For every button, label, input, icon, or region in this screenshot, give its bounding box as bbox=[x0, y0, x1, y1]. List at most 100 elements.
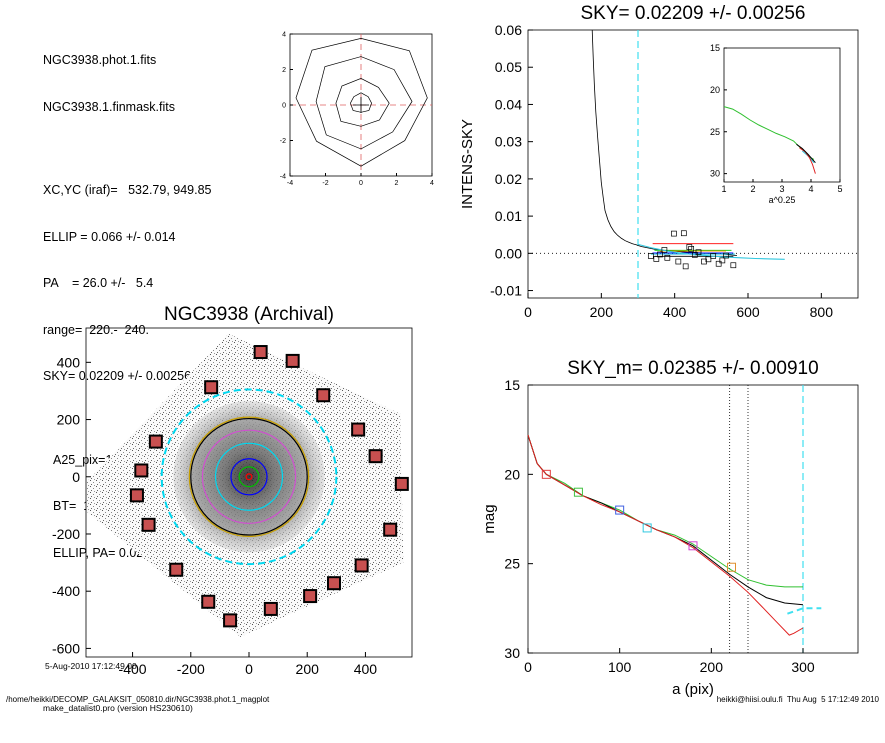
mag-black-line bbox=[527, 434, 804, 606]
mag-square-3 bbox=[615, 505, 625, 515]
sky-box-6 bbox=[351, 422, 366, 437]
sky-ytick-label: 0.01 bbox=[495, 208, 522, 224]
aperture-circle-7 bbox=[238, 466, 260, 488]
footer-user: heikki@hiisi.oulu.fi Thu Aug 5 17:12:49 … bbox=[716, 695, 879, 704]
sky-square-9 bbox=[682, 263, 689, 270]
sky-square-2 bbox=[653, 256, 660, 262]
image-ytick-label: 200 bbox=[57, 412, 81, 428]
mag-ytick-label: 15 bbox=[504, 377, 520, 393]
mag-frame bbox=[527, 384, 859, 654]
sky-square-3 bbox=[657, 251, 663, 258]
mag-square-1 bbox=[541, 469, 551, 479]
contour-ytick-label: 2 bbox=[282, 67, 286, 74]
contour-ytick-label: 0 bbox=[282, 103, 286, 110]
inset-xtick-label: 2 bbox=[750, 184, 755, 194]
mag-ylabel: mag bbox=[481, 504, 498, 533]
info-file2: NGC3938.1.finmask.fits bbox=[43, 99, 175, 114]
image-xtick-label: 0 bbox=[245, 661, 253, 677]
sky-square-11 bbox=[688, 246, 695, 252]
sky-square-17 bbox=[715, 260, 722, 267]
sky-cyan-profile bbox=[637, 243, 785, 260]
sky-square-16 bbox=[710, 253, 717, 259]
inset-xtick-label: 3 bbox=[779, 184, 784, 194]
inset-xtick-label: 4 bbox=[808, 184, 813, 194]
image-ytick-label: -200 bbox=[52, 526, 80, 542]
image-xtick-label: 400 bbox=[354, 661, 378, 677]
inset-ytick-label: 20 bbox=[710, 85, 720, 95]
contour-1 bbox=[350, 92, 372, 113]
inset-ytick-label: 15 bbox=[710, 43, 720, 53]
mag-square-5 bbox=[688, 541, 698, 551]
sky-square-6 bbox=[671, 230, 677, 237]
mag-xtick-label: 200 bbox=[700, 659, 724, 675]
aperture-circle-6 bbox=[230, 458, 268, 496]
contour-3 bbox=[315, 56, 413, 150]
contour-ytick-label: 4 bbox=[282, 32, 286, 39]
sky-square-10 bbox=[686, 244, 693, 250]
sky-box-4 bbox=[316, 388, 331, 403]
sky-square-18 bbox=[719, 257, 726, 264]
galaxy-disk bbox=[173, 401, 325, 553]
image-ytick-label: 400 bbox=[57, 354, 81, 370]
sky-ytick-label: 0.02 bbox=[495, 171, 522, 187]
image-ytick-label: -400 bbox=[52, 583, 80, 599]
mag-red-line bbox=[527, 434, 804, 636]
sky-ytick-label: 0.06 bbox=[495, 22, 522, 38]
image-xtick-label: -400 bbox=[119, 661, 147, 677]
mag-square-2 bbox=[573, 487, 583, 497]
sky-ytick-label: 0.03 bbox=[495, 134, 522, 150]
sky-box-16 bbox=[201, 594, 216, 609]
inset-red-line bbox=[799, 147, 816, 174]
info-sky: SKY= 0.02209 +/- 0.00256 bbox=[43, 369, 192, 383]
sky-box-11 bbox=[141, 517, 156, 532]
sky-xtick-label: 200 bbox=[590, 304, 614, 320]
info-date: 5-Aug-2010 17:12:49.00 bbox=[45, 661, 137, 671]
info-pa: PA = 26.0 +/- 5.4 bbox=[43, 276, 154, 290]
sky-box-10 bbox=[394, 476, 409, 491]
mag-xtick-label: 100 bbox=[608, 659, 632, 675]
sky-ytick-label: 0.00 bbox=[495, 245, 522, 261]
mag-square-6 bbox=[727, 562, 736, 572]
mag-ytick-label: 25 bbox=[504, 556, 520, 572]
sky-square-20 bbox=[730, 262, 737, 269]
sky-square-8 bbox=[680, 230, 687, 237]
aperture-circle-3 bbox=[188, 416, 310, 538]
inset-black-line bbox=[796, 143, 816, 164]
info-range: range= 220.- 240. bbox=[43, 322, 149, 337]
info-ellip: ELLIP = 0.066 +/- 0.014 bbox=[43, 229, 176, 244]
sky-box-2 bbox=[285, 353, 300, 368]
aperture-circle-1 bbox=[160, 388, 338, 566]
sky-ytick-label: -0.01 bbox=[490, 283, 522, 299]
info-file1: NGC3938.phot.1.fits bbox=[43, 53, 157, 67]
sky-square-15 bbox=[705, 256, 712, 263]
contour-xtick-label: -2 bbox=[322, 180, 328, 187]
sky-box-19 bbox=[223, 613, 238, 628]
contour-ytick-label: -4 bbox=[280, 174, 286, 181]
aperture-circle-4 bbox=[201, 429, 297, 524]
sky-square-1 bbox=[647, 253, 654, 259]
sky-ytick-label: 0.04 bbox=[495, 96, 522, 112]
mag-xtick-label: 0 bbox=[524, 659, 532, 675]
sky-square-4 bbox=[661, 247, 668, 253]
contour-4 bbox=[295, 38, 428, 167]
sky-box-7 bbox=[134, 463, 149, 478]
footer-path: /home/heikki/DECOMP_GALAKSIT_050810.dir/… bbox=[6, 695, 270, 704]
sky-box-1 bbox=[253, 345, 268, 360]
mag-xtick-label: 300 bbox=[791, 659, 815, 675]
image-xtick-label: 200 bbox=[296, 661, 320, 677]
sky-ytick-label: 0.05 bbox=[495, 59, 522, 75]
sky-box-13 bbox=[169, 562, 184, 577]
sky-square-5 bbox=[664, 254, 671, 261]
sky-box-8 bbox=[368, 449, 383, 464]
image-title: NGC3938 (Archival) bbox=[164, 304, 334, 325]
contour-xtick-label: 0 bbox=[359, 180, 363, 187]
sky-ylabel: INTENS-SKY bbox=[459, 119, 476, 209]
sky-box-18 bbox=[263, 601, 278, 616]
mag-green-line bbox=[527, 434, 803, 588]
sky-box-12 bbox=[383, 522, 398, 537]
sky-box-3 bbox=[204, 380, 219, 395]
contour-xtick-label: 2 bbox=[395, 180, 399, 187]
aperture-circle-2 bbox=[190, 417, 308, 536]
sky-box-14 bbox=[354, 558, 369, 573]
sky-box-9 bbox=[129, 488, 144, 503]
